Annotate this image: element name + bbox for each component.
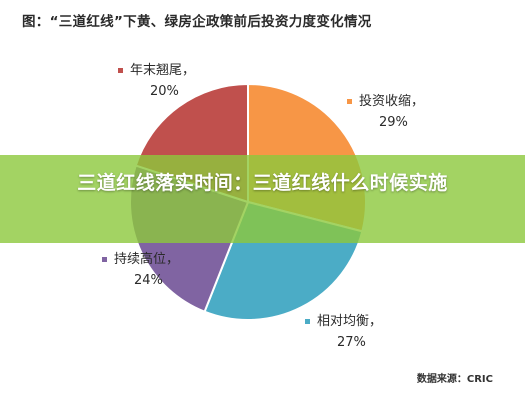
overlay-banner [0, 155, 525, 243]
legend-marker-2 [305, 319, 310, 324]
slice-label-name-1: 投资收缩， [359, 93, 424, 109]
slice-label-value-4: 20% [150, 84, 179, 99]
slice-label-value-1: 29% [379, 115, 408, 130]
chart-title: 图：“三道红线”下黄、绿房企政策前后投资力度变化情况 [22, 14, 372, 30]
slice-label-4: 年末翘尾， 20% [118, 63, 195, 99]
slice-label-2: 相对均衡， 27% [305, 314, 382, 350]
slice-label-name-4: 年末翘尾， [130, 63, 195, 78]
legend-marker-3 [102, 257, 107, 262]
source-note: 数据来源：CRIC [416, 374, 493, 385]
banner-headline: 三道红线落实时间：三道红线什么时候实施 [77, 172, 448, 194]
legend-marker-4 [118, 68, 123, 73]
slice-label-name-3: 持续高位， [114, 251, 179, 267]
slice-label-value-2: 27% [337, 335, 366, 350]
legend-marker-1 [347, 99, 352, 104]
slice-label-3: 持续高位， 24% [102, 251, 179, 288]
slice-label-1: 投资收缩， 29% [347, 93, 424, 130]
slice-label-name-2: 相对均衡， [317, 314, 382, 329]
slice-label-value-3: 24% [134, 273, 163, 288]
